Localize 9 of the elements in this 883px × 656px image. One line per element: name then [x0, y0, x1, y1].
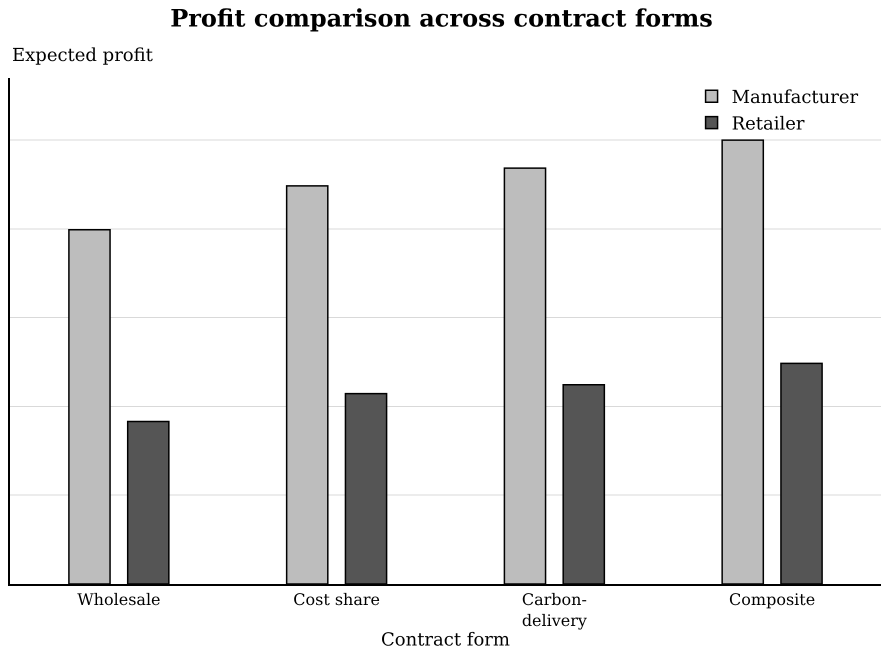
y-axis-title: Expected profit: [12, 45, 154, 66]
legend-label: Manufacturer: [732, 87, 858, 108]
x-tick-label: Wholesale: [77, 590, 161, 610]
x-tick-label: Carbon- delivery: [522, 590, 587, 630]
chart-title: Profit comparison across contract forms: [170, 4, 713, 33]
x-tick-label: Cost share: [293, 590, 380, 610]
x-tick-label: Composite: [729, 590, 816, 610]
legend-label: Retailer: [732, 114, 805, 135]
x-axis-title: Contract form: [381, 630, 510, 651]
